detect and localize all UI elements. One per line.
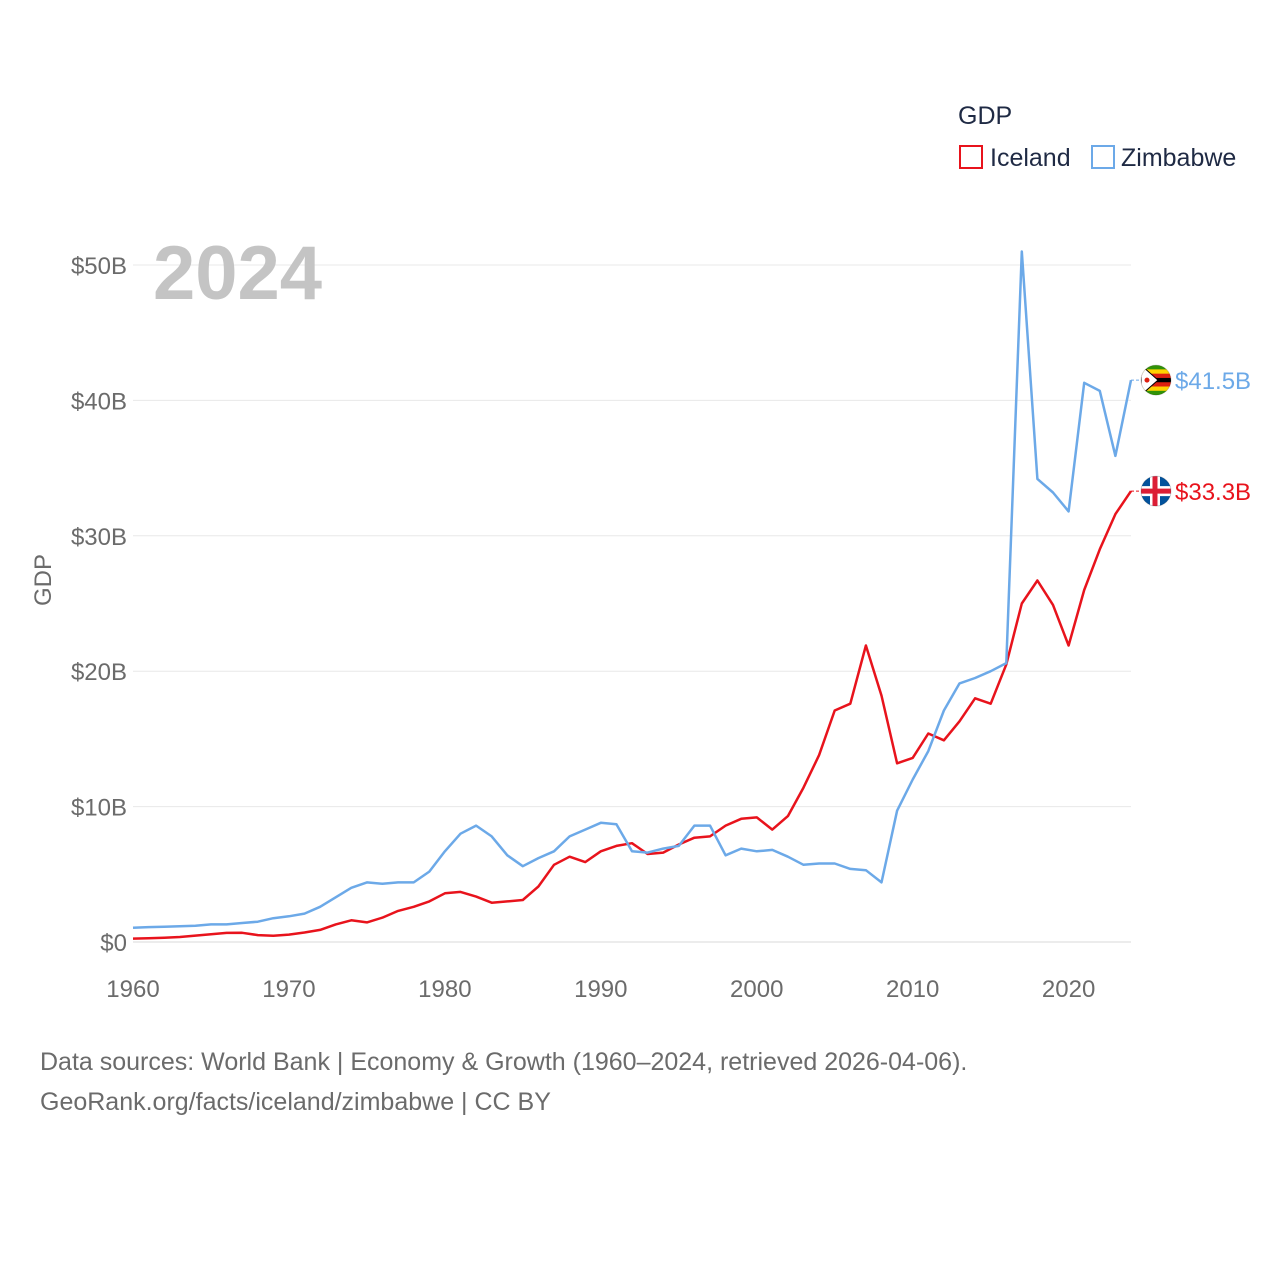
series-line-iceland[interactable] bbox=[132, 490, 1133, 940]
legend-label-iceland[interactable]: Iceland bbox=[990, 144, 1071, 172]
y-axis-title: GDP bbox=[30, 554, 57, 606]
x-tick-label: 1960 bbox=[106, 976, 159, 1003]
y-tick-label: $20B bbox=[71, 659, 127, 686]
x-axis-ticks: 1960 1970 1980 1990 2000 2010 2020 bbox=[106, 976, 1095, 1003]
legend-label-zimbabwe[interactable]: Zimbabwe bbox=[1121, 144, 1236, 172]
y-tick-label: $50B bbox=[71, 253, 127, 280]
x-tick-label: 2000 bbox=[730, 976, 783, 1003]
series-line-zimbabwe[interactable] bbox=[132, 250, 1133, 930]
iceland-flag-icon bbox=[1140, 475, 1172, 507]
y-tick-label: $0 bbox=[100, 930, 127, 957]
end-value-label-iceland: $33.3B bbox=[1175, 479, 1251, 506]
legend: GDP Iceland Zimbabwe bbox=[958, 102, 1236, 172]
series-lines bbox=[132, 250, 1133, 940]
grid-lines bbox=[133, 264, 1131, 943]
zimbabwe-flag-icon bbox=[1140, 364, 1172, 396]
x-tick-label: 2020 bbox=[1042, 976, 1095, 1003]
end-value-label-zimbabwe: $41.5B bbox=[1175, 368, 1251, 395]
legend-swatch-zimbabwe[interactable] bbox=[1091, 145, 1115, 169]
y-tick-label: $40B bbox=[71, 388, 127, 415]
series-end-markers: $33.3B $41.5B bbox=[1131, 364, 1251, 507]
footer-source-line: Data sources: World Bank | Economy & Gro… bbox=[40, 1048, 968, 1076]
year-watermark: 2024 bbox=[153, 231, 322, 316]
footer-credit-line: GeoRank.org/facts/iceland/zimbabwe | CC … bbox=[40, 1088, 551, 1116]
y-tick-label: $30B bbox=[71, 524, 127, 551]
data-source-footer: Data sources: World Bank | Economy & Gro… bbox=[40, 1042, 967, 1122]
x-tick-label: 1990 bbox=[574, 976, 627, 1003]
x-tick-label: 2010 bbox=[886, 976, 939, 1003]
legend-title: GDP bbox=[958, 102, 1012, 130]
y-tick-label: $10B bbox=[71, 795, 127, 822]
x-tick-label: 1970 bbox=[262, 976, 315, 1003]
y-axis-ticks: $0 $10B $20B $30B $40B $50B bbox=[71, 253, 127, 957]
x-tick-label: 1980 bbox=[418, 976, 471, 1003]
legend-swatch-iceland[interactable] bbox=[959, 145, 983, 169]
